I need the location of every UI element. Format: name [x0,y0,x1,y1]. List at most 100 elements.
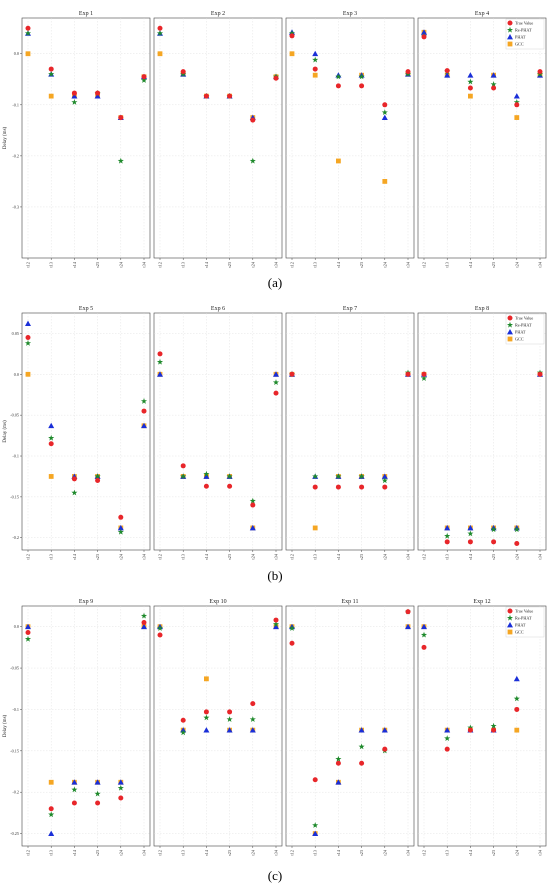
x-tick-label: τ23 [359,262,364,268]
legend-label: Re-PHAT [515,323,532,328]
point-phat-τ34 [273,623,279,630]
point-true-value-τ14 [203,93,209,99]
point-true-value-τ13 [48,806,54,812]
point-re-phat-τ12 [24,30,32,36]
y-axis-label: Delay (ms) [3,126,8,149]
panel-exp-11: Exp 11 τ12 τ13 τ14 τ23 τ24 τ34 [285,599,415,856]
point-phat-τ12 [157,371,163,377]
point-true-value-τ23 [227,709,233,715]
x-tick-label: τ13 [445,850,450,856]
point-phat-τ14 [203,473,210,479]
point-re-phat-τ12 [24,635,32,642]
point-true-value-τ24 [514,706,520,712]
point-true-value-τ13 [180,717,186,723]
x-tick-label: τ12 [158,262,163,268]
panel-frame [21,312,151,551]
panel-exp-9: Exp 9 0.0 -0.05 -0.1 -0.15 -0.2 -0.25 τ12 τ13 τ14… [10,599,151,856]
point-true-value-τ34 [141,74,147,80]
point-true-value-τ24 [118,514,124,520]
point-true-value-τ34 [537,371,543,377]
panel-frame [153,312,283,551]
point-phat-τ12 [421,623,427,630]
point-phat-τ34 [273,371,279,377]
panel-title: Exp 5 [79,306,93,312]
point-re-phat-τ24 [513,99,520,105]
y-tick-label: 0.0 [14,51,19,56]
point-phat-τ14 [467,524,474,531]
point-gcc-τ24 [514,115,520,120]
x-tick-label: τ23 [227,262,232,268]
point-true-value-τ13 [312,777,318,783]
x-tick-label: τ14 [468,849,473,856]
panel-title: Exp 9 [79,599,93,605]
point-re-phat-τ14 [71,99,78,105]
panel-title: Exp 7 [343,306,357,312]
point-true-value-τ14 [71,90,77,96]
point-true-value-τ23 [359,83,365,89]
point-true-value-τ24 [514,102,520,108]
point-re-phat-τ34 [140,77,148,83]
point-re-phat-τ23 [490,526,497,533]
legend-marker [506,26,514,33]
point-re-phat-τ34 [140,398,148,404]
point-re-phat-τ14 [467,724,474,731]
point-gcc-τ13 [48,779,54,785]
point-phat-τ34 [141,623,147,630]
panel-title: Exp 11 [342,599,359,605]
x-tick-label: τ24 [118,553,123,560]
x-tick-label: τ13 [313,262,318,268]
point-true-value-τ13 [180,69,186,75]
point-true-value-τ34 [273,390,279,396]
point-true-value-τ23 [359,484,365,490]
point-true-value-τ14 [467,727,473,733]
point-re-phat-τ24 [117,784,124,791]
point-gcc-τ12 [157,51,163,57]
point-true-value-τ13 [444,746,450,752]
x-tick-label: τ24 [250,261,255,268]
x-tick-label: τ14 [204,553,209,560]
point-phat-τ14 [71,93,78,99]
y-tick-label: -0.2 [12,790,19,795]
point-true-value-τ34 [405,609,411,615]
point-re-phat-τ12 [288,625,296,631]
point-true-value-τ34 [405,371,411,377]
panel-title: Exp 12 [473,599,490,605]
point-re-phat-τ12 [420,375,428,381]
legend-marker [507,629,513,635]
point-true-value-τ12 [157,351,163,357]
x-tick-label: τ24 [250,553,255,560]
point-phat-τ24 [381,727,388,733]
panel-frame [417,312,547,551]
point-true-value-τ12 [157,25,163,31]
point-re-phat-τ24 [381,477,388,484]
point-phat-τ23 [358,727,365,733]
point-re-phat-τ14 [335,73,342,80]
y-tick-label: -0.3 [12,204,19,209]
point-phat-τ34 [141,422,147,429]
panel-frame [21,17,151,259]
y-tick-label: 0.0 [14,372,19,377]
point-phat-τ12 [421,29,427,35]
point-phat-τ13 [444,72,451,78]
x-tick-label: τ13 [181,262,186,268]
point-re-phat-τ23 [358,73,365,80]
point-phat-τ23 [226,727,233,733]
legend-label: True Value [515,21,533,26]
point-re-phat-τ24 [117,528,124,535]
point-true-value-τ23 [95,90,101,96]
y-axis-label: Delay (ms) [3,420,8,443]
x-tick-label: τ12 [290,262,295,268]
legend-marker [507,41,513,47]
caption: (c) [268,868,282,883]
panel-frame [417,17,547,259]
x-tick-label: τ24 [514,849,519,856]
point-re-phat-τ13 [312,56,319,63]
point-true-value-τ12 [289,371,295,377]
legend-label: Re-PHAT [515,28,532,33]
point-phat-τ14 [71,779,78,785]
point-re-phat-τ13 [444,532,451,539]
x-tick-label: τ23 [491,554,496,560]
x-tick-label: τ12 [422,262,427,268]
point-true-value-τ24 [118,795,124,801]
